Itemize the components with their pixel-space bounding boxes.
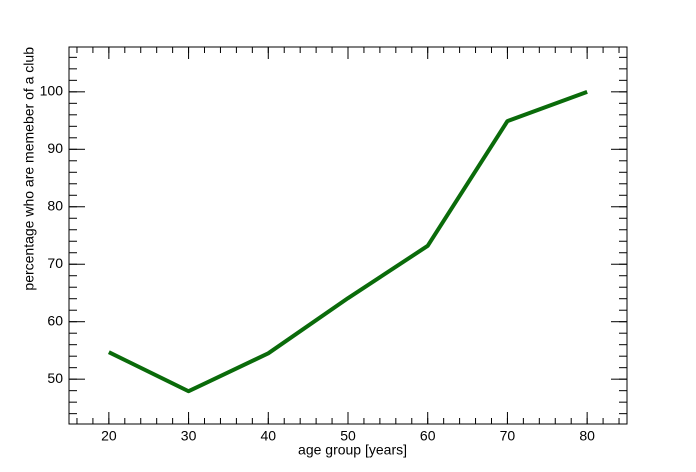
plot-frame <box>68 46 628 425</box>
y-tick-label: 100 <box>40 83 64 99</box>
x-tick-label: 50 <box>340 428 356 444</box>
x-tick-label: 80 <box>579 428 595 444</box>
y-axis-label: percentage who are memeber of a club <box>21 47 37 291</box>
y-tick-label: 70 <box>47 255 63 271</box>
y-tick-label: 60 <box>47 312 63 328</box>
y-tick-label: 80 <box>47 197 63 213</box>
x-axis-label: age group [years] <box>298 442 407 458</box>
x-tick-label: 20 <box>101 428 117 444</box>
x-tick-label: 40 <box>260 428 276 444</box>
x-tick-label: 60 <box>420 428 436 444</box>
x-tick-label: 30 <box>181 428 197 444</box>
x-tick-label: 70 <box>500 428 516 444</box>
y-tick-label: 50 <box>47 370 63 386</box>
data-line <box>107 89 588 394</box>
y-tick-label: 90 <box>47 140 63 156</box>
